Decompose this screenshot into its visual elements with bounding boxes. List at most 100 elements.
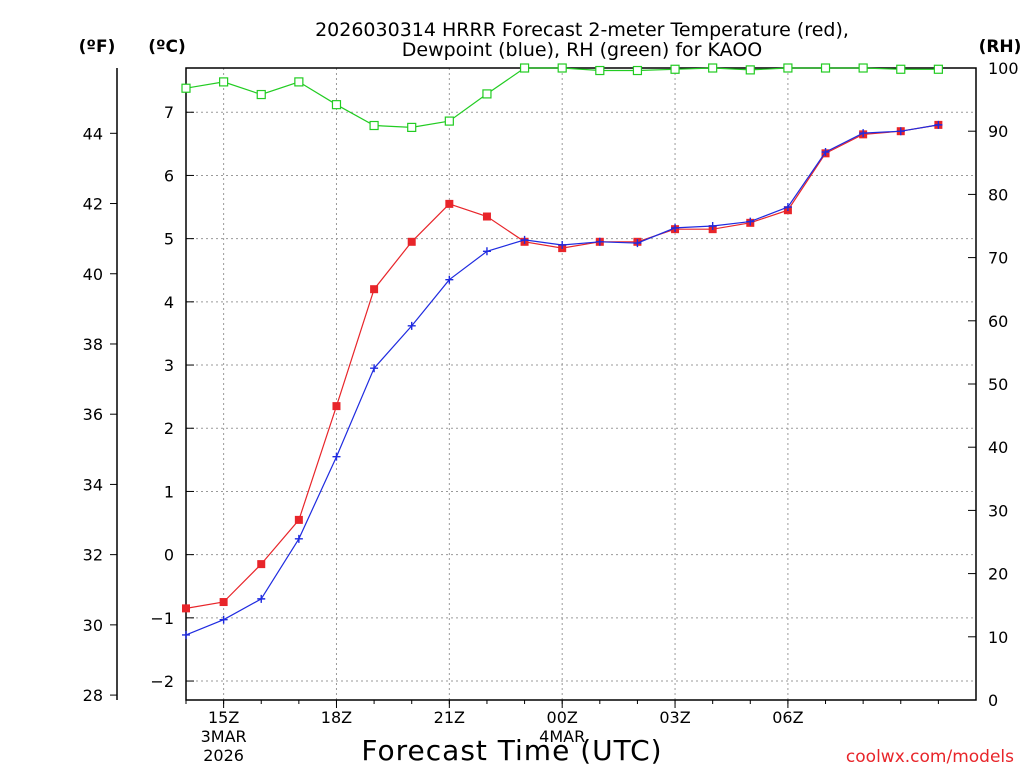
time-tick-label: 21Z (434, 708, 465, 727)
time-tick-label: 18Z (321, 708, 352, 727)
celsius-tick-label: 6 (164, 166, 174, 185)
fahrenheit-tick-label: 40 (83, 265, 103, 284)
rh-tick-label: 60 (988, 312, 1008, 331)
chart-title-line1: 2026030314 HRRR Forecast 2-meter Tempera… (315, 19, 849, 41)
fahrenheit-tick-label: 38 (83, 335, 103, 354)
rh-point (482, 89, 492, 99)
fahrenheit-tick-label: 30 (83, 616, 103, 635)
dewpoint-point (520, 235, 529, 244)
grid-lines (186, 68, 976, 700)
temperature-point (370, 285, 379, 294)
plot-area-frame (185, 67, 977, 701)
rh-point (557, 63, 567, 73)
temperature-point (407, 237, 416, 246)
celsius-tick-label: −2 (150, 672, 174, 691)
temperature-point (332, 402, 341, 411)
fahrenheit-tick-label: 42 (83, 195, 103, 214)
rh-tick-label: 40 (988, 438, 1008, 457)
rh-point (181, 83, 191, 93)
dewpoint-point (821, 148, 830, 157)
rh-point (369, 120, 379, 131)
time-tick-label: 03Z (659, 708, 690, 727)
rh-tick-label: 10 (988, 628, 1008, 647)
rh-tick-label: 20 (988, 565, 1008, 584)
time-tick-label: 06Z (772, 708, 803, 727)
temperature-point (482, 212, 491, 221)
celsius-tick-label: 1 (164, 482, 174, 501)
rh-tick-label: 100 (988, 59, 1019, 78)
temperature-point (182, 604, 190, 613)
dewpoint-point (896, 127, 905, 136)
celsius-tick-label: 7 (164, 103, 174, 122)
rh-point (331, 100, 342, 110)
celsius-tick-label: 0 (164, 546, 174, 565)
watermark: coolwx.com/models (846, 747, 1014, 767)
rh-point (595, 65, 605, 76)
dewpoint-point (859, 129, 868, 138)
rh-tick-label: 30 (988, 501, 1008, 520)
fahrenheit-tick-label: 32 (83, 546, 103, 565)
fahrenheit-tick-label: 36 (83, 405, 103, 424)
year-tick-label: 2026 (203, 746, 244, 765)
rh-unit-label: (RH) (979, 37, 1022, 57)
data-series (181, 63, 943, 639)
dewpoint-point (482, 247, 491, 256)
rh-point (896, 64, 906, 74)
fahrenheit-tick-label: 44 (83, 124, 103, 143)
dewpoint-point (746, 217, 755, 226)
rh-point (933, 64, 943, 74)
fahrenheit-tick-label: 28 (83, 686, 103, 705)
rh-point (820, 63, 831, 73)
dewpoint-point (370, 364, 379, 373)
rh-point (708, 63, 718, 73)
dewpoint-point (332, 452, 341, 461)
dewpoint-point (595, 237, 604, 246)
celsius-tick-label: 5 (164, 230, 174, 249)
celsius-tick-label: 3 (164, 356, 174, 375)
rh-tick-label: 80 (988, 185, 1008, 204)
temperature-point (445, 199, 454, 208)
rh-point (256, 89, 266, 100)
rh-point (745, 65, 755, 75)
rh-point (783, 63, 793, 73)
celsius-tick-label: 2 (164, 419, 174, 438)
celsius-unit-label: (ºC) (148, 37, 186, 57)
rh-tick-label: 0 (988, 691, 998, 710)
dewpoint-point (219, 615, 228, 624)
temperature-point (219, 598, 228, 607)
time-tick-label: 15Z (208, 708, 239, 727)
rh-tick-label: 90 (988, 122, 1008, 141)
time-tick-label: 00Z (547, 708, 578, 727)
rh-point (632, 65, 643, 76)
dewpoint-point (671, 223, 680, 232)
temperature-point (257, 560, 266, 569)
dewpoint-point (708, 222, 717, 230)
dewpoint-point (257, 594, 266, 603)
celsius-tick-label: 4 (164, 293, 174, 312)
fahrenheit-unit-label: (ºF) (79, 37, 116, 57)
date-tick-label: 3MAR (201, 727, 247, 746)
rh-point (858, 63, 868, 73)
dewpoint-point (934, 120, 943, 129)
dewpoint-point (633, 239, 642, 248)
dewpoint-point (182, 630, 190, 639)
rh-point (294, 77, 304, 87)
dewpoint-point (783, 203, 792, 212)
rh-point (219, 77, 229, 87)
rh-point (407, 122, 417, 133)
dewpoint-point (407, 321, 416, 330)
rh-point (444, 116, 454, 126)
x-axis-label: Forecast Time (UTC) (361, 734, 662, 767)
fahrenheit-tick-label: 34 (83, 475, 103, 494)
dewpoint-point (558, 240, 567, 249)
rh-tick-label: 50 (988, 375, 1008, 394)
rh-point (670, 64, 680, 74)
temperature-point (294, 515, 303, 524)
rh-tick-label: 70 (988, 249, 1008, 268)
chart-title-line2: Dewpoint (blue), RH (green) for KAOO (402, 39, 762, 61)
celsius-tick-label: −1 (150, 609, 174, 628)
date-tick-label: 4MAR (539, 727, 585, 746)
dewpoint-point (294, 534, 303, 543)
